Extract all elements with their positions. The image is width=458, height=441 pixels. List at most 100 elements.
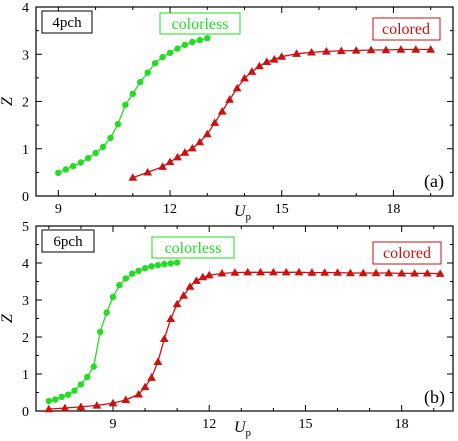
data-point [99, 143, 107, 151]
data-point [92, 149, 99, 157]
data-point [159, 334, 169, 342]
data-point [269, 55, 279, 63]
data-point [161, 260, 168, 268]
data-point [109, 293, 117, 301]
data-point [84, 155, 92, 162]
data-point [188, 143, 197, 152]
data-point [122, 101, 129, 109]
data-point [148, 263, 155, 270]
data-point [140, 382, 150, 391]
data-point [247, 67, 257, 75]
x-axis-label-main: U [234, 419, 247, 436]
data-point [103, 309, 110, 316]
series-line [48, 271, 441, 410]
series-colorless: colorless [45, 236, 235, 405]
data-point [77, 381, 85, 388]
y-tick-label: 0 [22, 405, 29, 420]
series-label: colorless [172, 16, 229, 33]
data-point [256, 267, 265, 276]
data-point [195, 137, 205, 146]
x-axis-label: Up [234, 203, 252, 223]
data-point [77, 159, 84, 166]
data-point [204, 270, 214, 279]
data-point [232, 83, 242, 92]
panel-label: 4pch [52, 15, 82, 31]
data-point [147, 373, 156, 381]
data-point [70, 163, 77, 170]
x-tick-label: 15 [298, 417, 312, 432]
data-point [396, 45, 406, 53]
data-point [154, 262, 162, 269]
data-point [277, 52, 287, 60]
data-point [371, 268, 381, 277]
data-point [411, 45, 421, 53]
data-point [167, 260, 174, 267]
data-point [217, 107, 227, 115]
data-point [204, 35, 211, 42]
data-point [173, 259, 181, 266]
x-axis-label: Up [234, 419, 252, 439]
series-colorless: colorless [55, 12, 241, 176]
data-point [60, 403, 70, 412]
y-tick-label: 2 [22, 96, 29, 111]
x-tick-label: 12 [163, 202, 177, 217]
data-point [179, 291, 188, 299]
data-point [90, 363, 97, 370]
data-point [121, 395, 131, 404]
x-tick-label: 18 [395, 417, 409, 432]
data-point [281, 267, 291, 276]
data-point [71, 387, 78, 394]
series-label: colorless [165, 240, 222, 257]
data-point [243, 267, 253, 276]
data-point [435, 269, 445, 277]
data-point [210, 118, 220, 126]
data-point [240, 73, 249, 82]
y-tick-label: 1 [22, 143, 29, 158]
data-point [320, 268, 330, 276]
data-point [173, 152, 182, 161]
data-point [307, 48, 316, 56]
y-tick-label: 2 [22, 331, 29, 346]
data-point [52, 396, 59, 403]
y-tick-label: 4 [22, 1, 29, 16]
data-point [180, 148, 190, 156]
data-point [44, 404, 54, 413]
data-point [144, 69, 151, 76]
data-point [141, 265, 149, 272]
data-point [192, 276, 201, 284]
data-point [166, 49, 174, 56]
data-point [92, 401, 102, 409]
data-point [143, 168, 153, 176]
series-label-box [159, 12, 241, 35]
x-axis-label-main: U [234, 203, 247, 220]
series-label: colored [383, 245, 431, 262]
panel-label-box [41, 10, 93, 34]
data-point [217, 269, 227, 277]
data-point [114, 121, 122, 128]
x-tick-label: 15 [275, 202, 289, 217]
y-axis-label: Z [0, 313, 16, 323]
data-point [292, 49, 301, 57]
data-point [129, 270, 136, 277]
y-tick-label: 4 [22, 257, 29, 272]
data-point [158, 162, 167, 170]
x-tick-label: 18 [386, 202, 400, 217]
panel-label-box [41, 229, 95, 253]
data-point [122, 275, 129, 282]
data-point [64, 391, 72, 398]
data-point [97, 328, 104, 335]
data-point [153, 357, 163, 365]
data-point [336, 46, 346, 55]
data-point [366, 45, 376, 54]
series-label: colored [382, 21, 430, 38]
series-label-box [151, 236, 235, 259]
data-point [116, 282, 123, 289]
data-point [346, 268, 355, 277]
data-point [174, 45, 181, 52]
data-point [294, 267, 304, 276]
data-point [196, 36, 203, 44]
data-point [181, 41, 189, 48]
data-point [58, 393, 65, 401]
panel-label: 6pch [53, 234, 83, 250]
